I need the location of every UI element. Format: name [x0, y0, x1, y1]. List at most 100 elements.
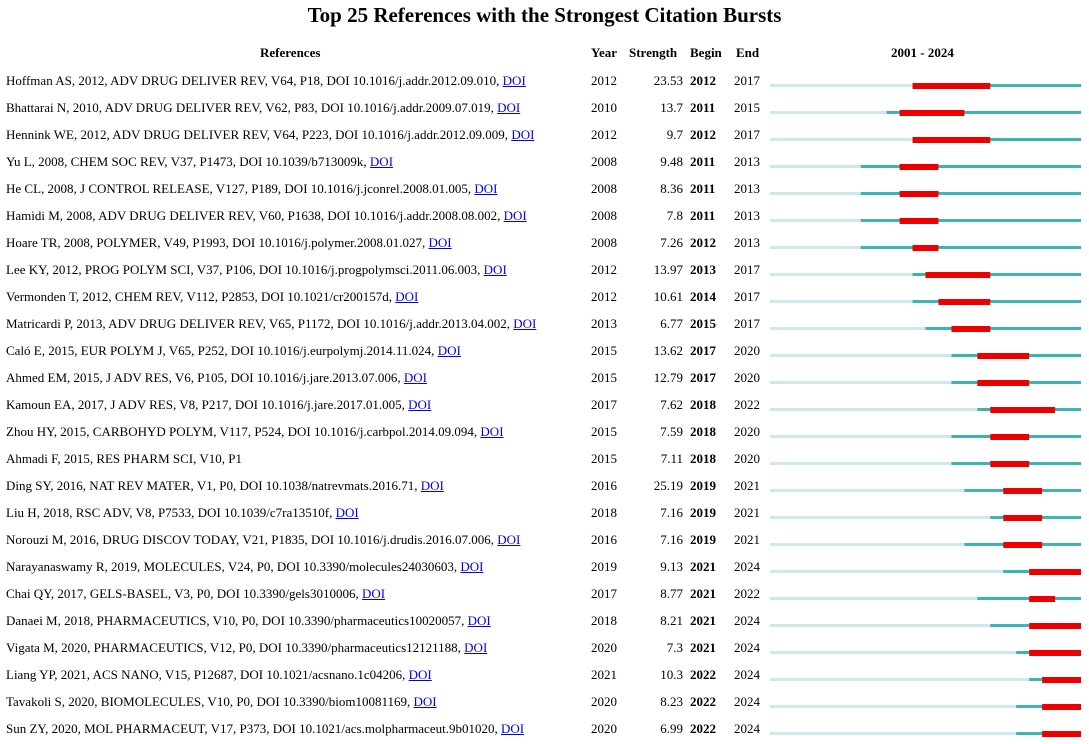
year-cell: 2020	[591, 694, 617, 709]
strength-cell: 13.62	[653, 343, 683, 358]
doi-link[interactable]: DOI	[513, 316, 537, 331]
table-row: Zhou HY, 2015, CARBOHYD POLYM, V117, P52…	[0, 418, 1089, 445]
burst-bar	[1029, 596, 1056, 602]
year-cell: 2020	[591, 640, 617, 655]
reference-text: He CL, 2008, J CONTROL RELEASE, V127, P1…	[6, 181, 498, 196]
year-cell: 2008	[591, 154, 617, 169]
doi-link[interactable]: DOI	[437, 343, 461, 358]
year-cell: 2008	[591, 181, 617, 196]
table-row: Caló E, 2015, EUR POLYM J, V65, P252, DO…	[0, 337, 1089, 364]
year-cell: 2012	[591, 289, 617, 304]
begin-cell: 2015	[690, 316, 716, 331]
doi-link[interactable]: DOI	[464, 640, 488, 655]
end-cell: 2021	[734, 532, 760, 547]
table-row: Sun ZY, 2020, MOL PHARMACEUT, V17, P373,…	[0, 715, 1089, 742]
strength-cell: 6.77	[660, 316, 683, 331]
timeline-active-segment	[912, 138, 1081, 141]
table-row: Hoare TR, 2008, POLYMER, V49, P1993, DOI…	[0, 229, 1089, 256]
doi-link[interactable]: DOI	[428, 235, 452, 250]
header-timeline-range: 2001 - 2024	[891, 45, 954, 60]
year-cell: 2017	[591, 586, 617, 601]
timeline-inactive-segment	[770, 516, 1081, 519]
header-year: Year	[591, 45, 617, 60]
end-cell: 2017	[734, 127, 760, 142]
begin-cell: 2014	[690, 289, 716, 304]
table-row: Bhattarai N, 2010, ADV DRUG DELIVER REV,…	[0, 94, 1089, 121]
begin-cell: 2022	[690, 694, 716, 709]
doi-link[interactable]: DOI	[502, 73, 526, 88]
doi-link[interactable]: DOI	[403, 370, 427, 385]
reference-text: Danaei M, 2018, PHARMACEUTICS, V10, P0, …	[6, 613, 491, 628]
table-row: Liang YP, 2021, ACS NANO, V15, P12687, D…	[0, 661, 1089, 688]
reference-text: Norouzi M, 2016, DRUG DISCOV TODAY, V21,…	[6, 532, 521, 547]
burst-bar	[912, 83, 991, 89]
year-cell: 2015	[591, 370, 617, 385]
begin-cell: 2017	[690, 370, 716, 385]
doi-link[interactable]: DOI	[500, 721, 525, 736]
doi-link[interactable]: DOI	[497, 532, 521, 547]
burst-bar	[1042, 704, 1081, 710]
strength-cell: 7.62	[660, 397, 683, 412]
table-row: Danaei M, 2018, PHARMACEUTICS, V10, P0, …	[0, 607, 1089, 634]
doi-link[interactable]: DOI	[361, 586, 386, 601]
burst-bar	[951, 326, 991, 332]
burst-bar	[1003, 542, 1043, 548]
begin-cell: 2012	[690, 127, 716, 142]
year-cell: 2015	[591, 343, 617, 358]
year-cell: 2015	[591, 451, 617, 466]
end-cell: 2024	[734, 721, 760, 736]
doi-link[interactable]: DOI	[408, 397, 432, 412]
end-cell: 2021	[734, 478, 760, 493]
timeline-inactive-segment	[770, 435, 1081, 438]
end-cell: 2017	[734, 262, 760, 277]
reference-text: Hoare TR, 2008, POLYMER, V49, P1993, DOI…	[6, 235, 452, 250]
year-cell: 2019	[591, 559, 617, 574]
doi-link[interactable]: DOI	[474, 181, 498, 196]
doi-link[interactable]: DOI	[335, 505, 359, 520]
begin-cell: 2012	[690, 73, 716, 88]
year-cell: 2015	[591, 424, 617, 439]
end-cell: 2024	[734, 694, 760, 709]
doi-link[interactable]: DOI	[480, 424, 504, 439]
doi-link[interactable]: DOI	[413, 694, 437, 709]
burst-bar	[1003, 488, 1043, 494]
begin-cell: 2021	[690, 559, 716, 574]
doi-link[interactable]: DOI	[460, 559, 484, 574]
reference-text: Ahmadi F, 2015, RES PHARM SCI, V10, P1	[6, 451, 243, 466]
table-row: Hamidi M, 2008, ADV DRUG DELIVER REV, V6…	[0, 202, 1089, 229]
burst-bar	[990, 407, 1056, 413]
burst-bar	[1003, 515, 1043, 521]
end-cell: 2020	[734, 451, 760, 466]
doi-link[interactable]: DOI	[511, 127, 535, 142]
burst-bar	[990, 461, 1030, 467]
timeline-inactive-segment	[770, 705, 1081, 708]
end-cell: 2017	[734, 316, 760, 331]
strength-cell: 8.23	[660, 694, 683, 709]
doi-link[interactable]: DOI	[503, 208, 527, 223]
doi-link[interactable]: DOI	[369, 154, 394, 169]
doi-link[interactable]: DOI	[408, 667, 432, 682]
reference-text: Vermonden T, 2012, CHEM REV, V112, P2853…	[6, 289, 419, 304]
strength-cell: 9.13	[660, 559, 683, 574]
burst-bar	[912, 137, 991, 143]
timeline-inactive-segment	[770, 570, 1081, 573]
reference-text: Sun ZY, 2020, MOL PHARMACEUT, V17, P373,…	[6, 721, 525, 736]
burst-bar	[1042, 731, 1081, 737]
doi-link[interactable]: DOI	[483, 262, 507, 277]
timeline-active-segment	[912, 300, 1081, 303]
doi-link[interactable]: DOI	[395, 289, 419, 304]
doi-link[interactable]: DOI	[467, 613, 491, 628]
end-cell: 2021	[734, 505, 760, 520]
begin-cell: 2021	[690, 586, 716, 601]
end-cell: 2017	[734, 289, 760, 304]
table-row: Narayanaswamy R, 2019, MOLECULES, V24, P…	[0, 553, 1089, 580]
doi-link[interactable]: DOI	[497, 100, 521, 115]
year-cell: 2020	[591, 721, 617, 736]
year-cell: 2021	[591, 667, 617, 682]
burst-bar	[990, 434, 1030, 440]
strength-cell: 13.97	[653, 262, 683, 277]
timeline-inactive-segment	[770, 381, 1081, 384]
doi-link[interactable]: DOI	[420, 478, 444, 493]
end-cell: 2022	[734, 586, 760, 601]
end-cell: 2020	[734, 424, 760, 439]
